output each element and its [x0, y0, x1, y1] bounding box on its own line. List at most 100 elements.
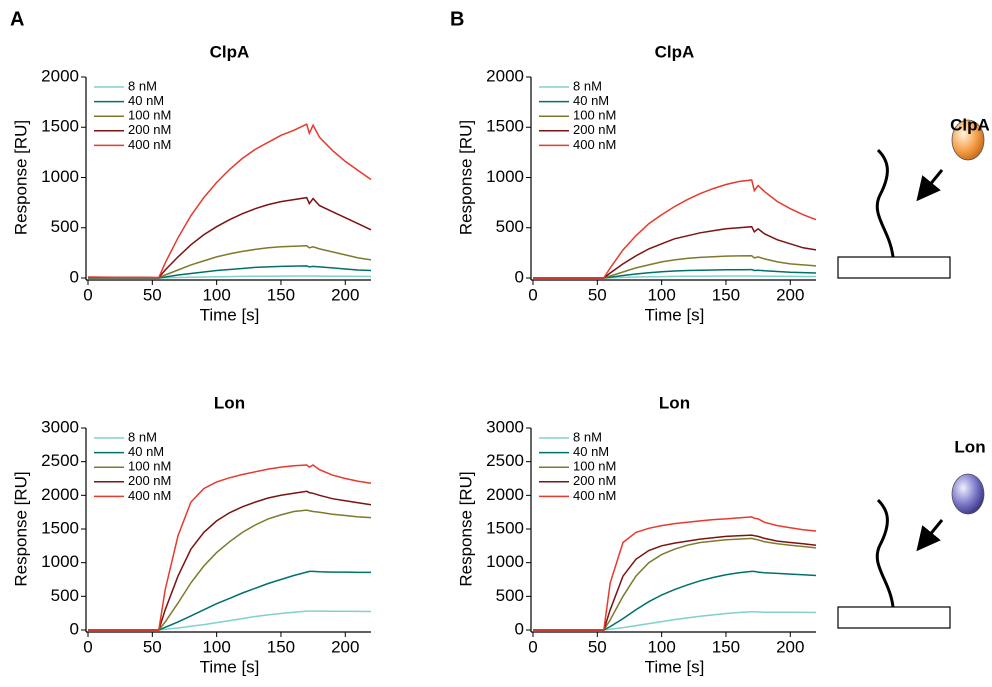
data-line [533, 537, 817, 631]
y-axis-label: Response [RU] [11, 120, 30, 235]
legend-label: 200 nM [128, 122, 171, 137]
schematic-label: ClpA [950, 115, 990, 134]
y-tick-label: 2000 [486, 66, 524, 85]
data-line [533, 179, 817, 279]
y-tick-label: 0 [515, 619, 524, 638]
y-tick-label: 0 [70, 267, 79, 286]
chart: ClpA 0 500 1000 1500 2000 0 50 100 150 200 Time [s]… [456, 42, 817, 324]
chart-title: ClpA [210, 42, 250, 61]
y-axis-label: Response [RU] [456, 471, 475, 586]
arrow [916, 169, 944, 202]
legend-label: 200 nM [128, 473, 171, 488]
x-tick-label: 100 [202, 285, 230, 304]
x-tick-label: 50 [143, 637, 162, 656]
y-tick-label: 500 [51, 217, 79, 236]
data-line [88, 464, 372, 631]
y-tick-label: 1500 [486, 518, 524, 537]
legend-label: 400 nM [573, 137, 616, 152]
data-line [88, 490, 372, 631]
x-tick-label: 150 [267, 637, 295, 656]
x-tick-label: 200 [776, 637, 804, 656]
arrow [916, 519, 944, 552]
data-line [88, 610, 372, 631]
legend-label: 40 nM [573, 93, 609, 108]
data-line [88, 245, 372, 279]
data-line [88, 196, 372, 279]
y-tick-label: 2500 [486, 451, 524, 470]
chart: ClpA 0 500 1000 1500 2000 0 50 100 150 200 Time [s]… [11, 42, 372, 324]
y-axis-label: Response [RU] [456, 120, 475, 235]
strand [875, 148, 895, 258]
y-tick-label: 0 [70, 619, 79, 638]
legend-label: 8 nM [128, 429, 157, 444]
x-tick-label: 50 [143, 285, 162, 304]
y-tick-label: 2500 [41, 451, 79, 470]
panel-label: B [450, 8, 464, 30]
data-line [533, 516, 817, 631]
protein [951, 473, 985, 515]
y-tick-label: 1500 [486, 117, 524, 136]
x-tick-label: 150 [267, 285, 295, 304]
chart: Lon 0 500 1000 1500 2000 2500 3000 0 50 100 150 200 T… [456, 393, 817, 676]
data-line [533, 570, 817, 631]
x-tick-label: 50 [588, 285, 607, 304]
x-tick-label: 50 [588, 637, 607, 656]
legend-label: 8 nM [128, 78, 157, 93]
y-tick-label: 1000 [41, 552, 79, 571]
chart: Lon 0 500 1000 1500 2000 2500 3000 0 50 100 150 200 T… [11, 393, 372, 676]
surface [837, 606, 951, 629]
legend-label: 40 nM [573, 444, 609, 459]
y-tick-label: 3000 [41, 417, 79, 436]
y-tick-label: 1500 [41, 518, 79, 537]
x-tick-label: 200 [331, 637, 359, 656]
data-line [533, 225, 817, 279]
x-tick-label: 150 [712, 285, 740, 304]
data-line [533, 611, 817, 631]
x-axis-label: Time [s] [645, 305, 705, 324]
legend-label: 100 nM [573, 108, 616, 123]
x-tick-label: 0 [528, 285, 537, 304]
x-tick-label: 200 [331, 285, 359, 304]
data-line [533, 254, 817, 279]
legend-label: 8 nM [573, 429, 602, 444]
data-line [533, 534, 817, 631]
x-tick-label: 200 [776, 285, 804, 304]
chart-title: Lon [659, 393, 690, 412]
y-tick-label: 3000 [486, 417, 524, 436]
legend-label: 400 nM [128, 488, 171, 503]
y-tick-label: 1000 [41, 167, 79, 186]
data-line [88, 570, 371, 631]
x-tick-label: 150 [712, 637, 740, 656]
schematic: Lon [837, 437, 986, 629]
y-tick-label: 1500 [41, 117, 79, 136]
chart-title: Lon [214, 393, 245, 412]
x-axis-label: Time [s] [200, 305, 260, 324]
y-tick-label: 2000 [486, 485, 524, 504]
y-tick-label: 1000 [486, 552, 524, 571]
protein [951, 119, 985, 161]
y-tick-label: 0 [515, 267, 524, 286]
x-tick-label: 100 [647, 285, 675, 304]
schematic: ClpA [837, 115, 990, 279]
legend-label: 100 nM [573, 459, 616, 474]
data-line [88, 265, 372, 279]
x-tick-label: 0 [83, 285, 92, 304]
strand [875, 498, 895, 608]
legend-label: 200 nM [573, 473, 616, 488]
y-tick-label: 500 [496, 586, 524, 605]
x-tick-label: 100 [647, 637, 675, 656]
x-tick-label: 0 [83, 637, 92, 656]
y-tick-label: 500 [496, 217, 524, 236]
legend-label: 400 nM [128, 137, 171, 152]
data-line [87, 123, 372, 279]
x-tick-label: 100 [202, 637, 230, 656]
legend-label: 8 nM [573, 78, 602, 93]
schematic-label: Lon [954, 437, 985, 456]
x-tick-label: 0 [528, 637, 537, 656]
data-line [533, 268, 817, 279]
legend-label: 40 nM [128, 444, 164, 459]
y-tick-label: 2000 [41, 485, 79, 504]
legend-label: 100 nM [128, 459, 171, 474]
legend-label: 400 nM [573, 488, 616, 503]
